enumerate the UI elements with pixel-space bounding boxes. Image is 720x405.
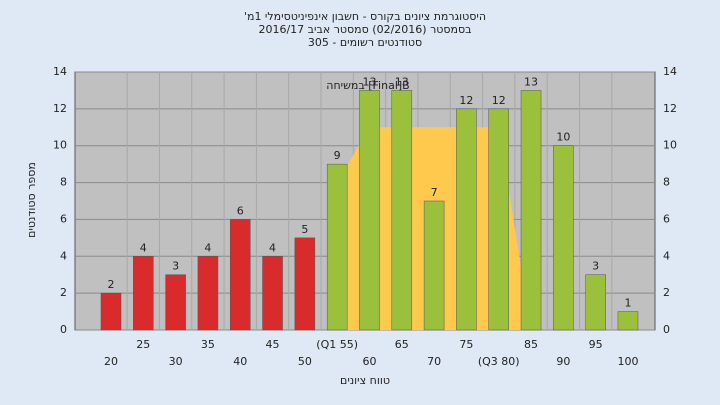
bar xyxy=(553,145,574,331)
value-label: 9 xyxy=(334,149,341,162)
x-tick-label: 20 xyxy=(104,355,118,368)
bar xyxy=(585,274,606,331)
x-tick-label: 30 xyxy=(169,355,183,368)
bar xyxy=(165,274,186,331)
y-axis-label: מספר סטודנטים xyxy=(25,162,38,238)
bar xyxy=(100,292,122,331)
x-tick-label: 40 xyxy=(233,355,247,368)
x-tick-label: 100 xyxy=(617,355,638,368)
bar xyxy=(262,256,283,331)
x-axis-label: טווח ציונים xyxy=(340,374,390,387)
title-line: סטודנטים רשומים - 305 xyxy=(308,36,422,49)
title-line: היסטוגרמת ציונים בקורס - חשבון אינפיניטס… xyxy=(244,10,486,23)
value-label: 7 xyxy=(431,186,438,199)
value-label: 4 xyxy=(204,241,211,254)
x-tick-label: (Q1 55) xyxy=(316,338,358,351)
x-tick-label: 45 xyxy=(266,338,280,351)
annotation: במשיחה [Final]B xyxy=(326,79,409,92)
value-label: 10 xyxy=(556,131,570,144)
value-label: 3 xyxy=(592,260,599,273)
x-tick-label: (Q3 80) xyxy=(478,355,520,368)
x-tick-label: 65 xyxy=(395,338,409,351)
bar xyxy=(197,256,219,331)
value-label: 13 xyxy=(395,75,409,88)
x-tick-label: 85 xyxy=(524,338,538,351)
y2-tick-label: 0 xyxy=(663,323,670,336)
y-tick-label: 10 xyxy=(53,139,67,152)
bar xyxy=(391,90,413,331)
y2-tick-label: 2 xyxy=(663,286,670,299)
title-line: בסמסטר (02/2016) סמסטר אביב 2016/17 xyxy=(258,23,471,36)
x-tick-label: 35 xyxy=(201,338,215,351)
x-tick-label: 50 xyxy=(298,355,312,368)
y-tick-label: 6 xyxy=(60,212,67,225)
y2-tick-label: 4 xyxy=(663,249,670,262)
value-label: 3 xyxy=(172,260,179,273)
value-label: 12 xyxy=(459,94,473,107)
bar xyxy=(488,108,509,331)
y-tick-label: 12 xyxy=(53,102,67,115)
y2-tick-label: 10 xyxy=(663,139,677,152)
value-label: 6 xyxy=(237,204,244,217)
value-label: 2 xyxy=(108,278,115,291)
x-tick-label: 70 xyxy=(427,355,441,368)
x-tick-label: 95 xyxy=(589,338,603,351)
bar xyxy=(359,90,380,331)
value-label: 13 xyxy=(362,75,376,88)
y-tick-label: 14 xyxy=(53,65,67,78)
x-tick-label: 60 xyxy=(362,355,376,368)
value-label: 12 xyxy=(492,94,506,107)
bar xyxy=(617,311,639,331)
value-label: 4 xyxy=(269,241,276,254)
y2-tick-label: 8 xyxy=(663,176,670,189)
x-tick-label: 75 xyxy=(459,338,473,351)
x-tick-label: 90 xyxy=(556,355,570,368)
y-tick-label: 2 xyxy=(60,286,67,299)
bar xyxy=(133,256,154,331)
bar xyxy=(520,90,542,331)
y2-tick-label: 12 xyxy=(663,102,677,115)
x-tick-label: 25 xyxy=(136,338,150,351)
value-label: 1 xyxy=(624,297,631,310)
bar xyxy=(294,237,316,331)
value-label: 4 xyxy=(140,241,147,254)
y-tick-label: 4 xyxy=(60,249,67,262)
bar xyxy=(229,219,251,331)
y2-tick-label: 14 xyxy=(663,65,677,78)
bar xyxy=(423,200,445,331)
value-label: 13 xyxy=(524,75,538,88)
y2-tick-label: 6 xyxy=(663,212,670,225)
bar xyxy=(326,163,348,331)
y-tick-label: 0 xyxy=(60,323,67,336)
value-label: 5 xyxy=(301,223,308,236)
bar xyxy=(456,108,477,331)
y-tick-label: 8 xyxy=(60,176,67,189)
